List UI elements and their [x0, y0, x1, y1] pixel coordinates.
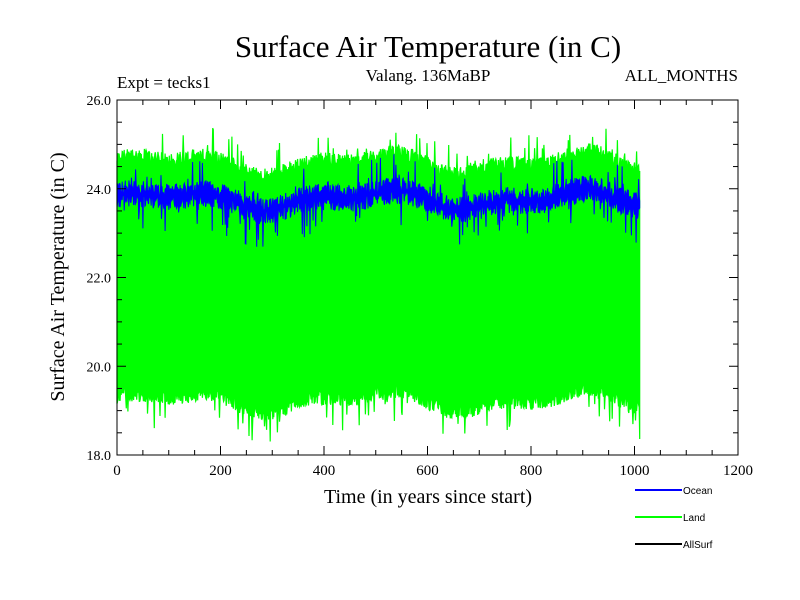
- y-tick-label: 26.0: [87, 94, 112, 109]
- series-ocean: [116, 154, 641, 247]
- period-label: Valang. 136MaBP: [366, 66, 491, 85]
- y-tick-label: 18.0: [87, 449, 112, 464]
- x-tick-label: 0: [113, 463, 121, 479]
- plot-area: 0 200 400 600 800 1000 1200 18.0 20.0 22.0 24.0 26.…: [87, 94, 754, 479]
- x-tick-label: 600: [416, 463, 439, 479]
- y-axis-label: Surface Air Temperature (in C): [47, 152, 69, 401]
- y-tick-label: 20.0: [87, 360, 112, 375]
- legend-label-ocean: Ocean: [683, 486, 712, 497]
- months-label: ALL_MONTHS: [625, 66, 738, 85]
- y-tick-label: 24.0: [87, 183, 112, 198]
- x-tick-label: 400: [313, 463, 336, 479]
- experiment-label: Expt = tecks1: [117, 73, 211, 92]
- x-tick-label: 800: [520, 463, 543, 479]
- x-tick-label: 200: [209, 463, 232, 479]
- legend-label-land: Land: [683, 513, 705, 524]
- x-tick-label: 1200: [723, 463, 753, 479]
- legend: Ocean Land AllSurf: [635, 486, 713, 551]
- x-tick-label: 1000: [620, 463, 650, 479]
- y-tick-label: 22.0: [87, 272, 112, 287]
- chart-title: Surface Air Temperature (in C): [235, 29, 621, 64]
- x-axis-label: Time (in years since start): [324, 486, 532, 508]
- legend-label-allsurf: AllSurf: [683, 540, 713, 551]
